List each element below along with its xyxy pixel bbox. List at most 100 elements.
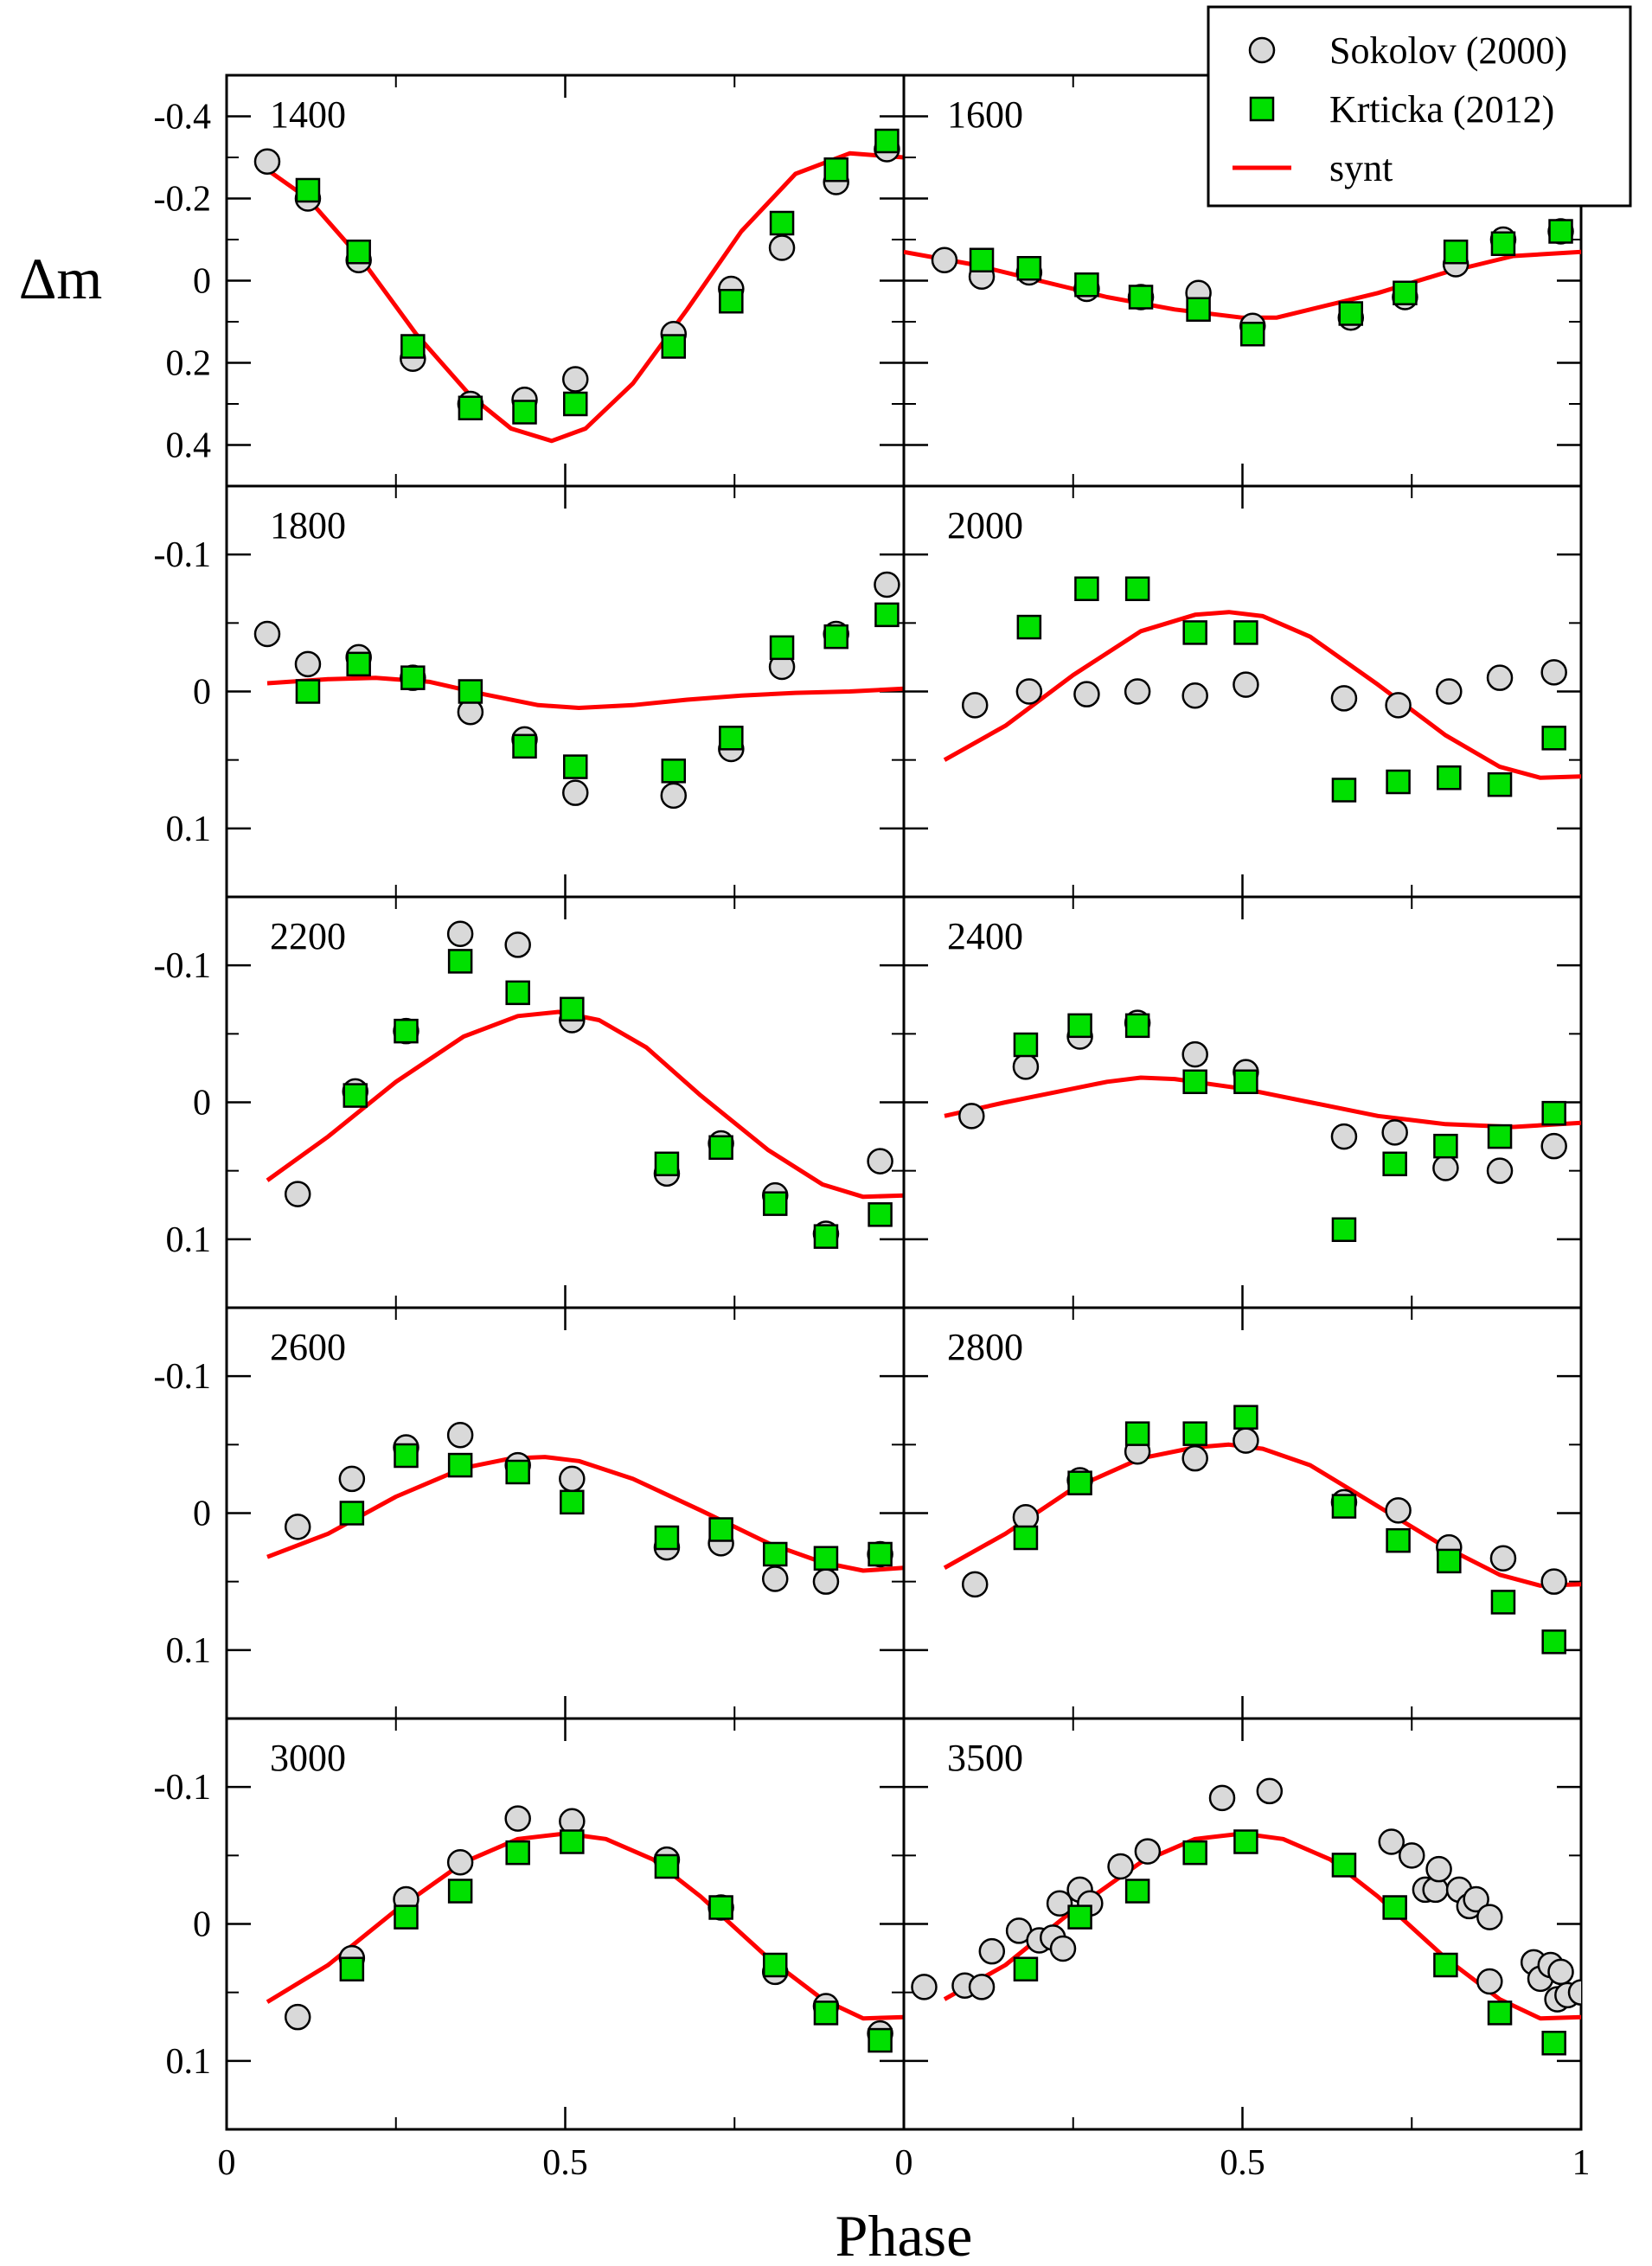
krticka-point: [1490, 1590, 1516, 1615]
panel-label: 2200: [270, 915, 346, 957]
panel-2200: -0.1 0 0.1 2200: [154, 895, 906, 1309]
y-tick-label: -0.1: [154, 1768, 212, 1808]
krticka-point: [1233, 620, 1258, 645]
legend-entry: Sokolov (2000): [1248, 29, 1567, 72]
krticka-point: [560, 1489, 585, 1515]
sokolov-point: [284, 2003, 311, 2031]
sokolov-point: [1378, 1828, 1405, 1855]
krticka-point: [394, 1018, 419, 1044]
sokolov-point: [1567, 1979, 1581, 2006]
y-axis-title: Δm: [19, 246, 103, 311]
legend-circle-marker: [1248, 36, 1276, 64]
krticka-point: [394, 1904, 419, 1930]
y-tick-label: 0: [193, 673, 211, 713]
krticka-point: [654, 1151, 680, 1176]
krticka-point: [1067, 1013, 1092, 1039]
sokolov-point: [911, 1974, 938, 2000]
panel-1600: 1600: [902, 74, 1583, 488]
panel-label: 2400: [947, 915, 1023, 957]
legend-label: Krticka (2012): [1329, 88, 1554, 131]
krticka-point: [1548, 219, 1573, 244]
panel-frame: [902, 1306, 1583, 1720]
krticka-point: [560, 1829, 585, 1854]
krticka-point: [512, 733, 537, 759]
krticka-point: [1074, 272, 1099, 298]
y-tick-label: -0.4: [154, 98, 212, 138]
sokolov-point: [1012, 1053, 1040, 1080]
krticka-point: [1331, 1853, 1357, 1878]
sokolov-point: [1107, 1853, 1134, 1880]
y-tick-label: 0: [193, 1495, 211, 1534]
sokolov-point: [1486, 1157, 1514, 1184]
sokolov-point: [1256, 1777, 1284, 1805]
y-tick-label: -0.1: [154, 946, 212, 986]
sokolov-point: [1399, 1842, 1425, 1869]
krticka-point: [1124, 1013, 1150, 1039]
sokolov-point: [1547, 1958, 1574, 1986]
krticka-point: [346, 651, 371, 677]
krticka-point: [1013, 1032, 1039, 1058]
y-tick-label: -0.1: [154, 1357, 212, 1397]
krticka-point: [1437, 765, 1462, 791]
krticka-point: [447, 1452, 473, 1478]
legend-box: [1207, 5, 1632, 208]
panel-2800: 2800: [902, 1306, 1583, 1720]
krticka-point: [562, 754, 588, 779]
krticka-point: [1239, 322, 1265, 347]
panel-data: [266, 1422, 904, 1595]
sokolov-point: [1330, 685, 1358, 712]
panel-2400: 2400: [902, 895, 1583, 1309]
krticka-point: [813, 1546, 839, 1571]
krticka-point: [1233, 1829, 1258, 1854]
legend-label: synt: [1329, 147, 1393, 189]
sokolov-point: [504, 1805, 531, 1832]
krticka-point: [813, 1224, 839, 1249]
krticka-point: [512, 400, 537, 425]
krticka-point: [339, 1501, 365, 1526]
sokolov-point: [561, 779, 589, 806]
krticka-point: [1386, 769, 1411, 795]
y-tick-label: 0: [193, 262, 211, 302]
krticka-point: [874, 128, 900, 154]
y-tick-label: 0: [193, 1084, 211, 1123]
sokolov-point: [1540, 1568, 1567, 1595]
krticka-point: [400, 334, 426, 359]
x-tick-label: 0.5: [542, 2143, 588, 2183]
krticka-point: [823, 624, 848, 650]
sokolov-point: [1049, 1935, 1077, 1962]
krticka-point: [654, 1525, 680, 1551]
y-tick-label: 0: [193, 1905, 211, 1945]
krticka-point: [562, 391, 588, 417]
x-tick-label: 0.5: [1220, 2143, 1265, 2183]
panel-data: [911, 1777, 1581, 2056]
sokolov-point: [1476, 1904, 1503, 1930]
krticka-point: [1124, 576, 1150, 601]
sokolov-point: [968, 1974, 996, 2000]
sokolov-point: [1425, 1855, 1452, 1883]
krticka-point: [1541, 726, 1566, 751]
krticka-point: [1487, 1123, 1513, 1149]
krticka-point: [1124, 1421, 1150, 1446]
krticka-point: [868, 1202, 893, 1227]
panel-data: [266, 920, 904, 1249]
sokolov-point: [1330, 1123, 1358, 1150]
krticka-point: [1433, 1133, 1458, 1159]
panel-1800: -0.1 0 0.1 1800: [154, 484, 906, 899]
krticka-point: [1233, 1405, 1258, 1430]
legend-entry: synt: [1233, 147, 1393, 189]
sokolov-point: [958, 1103, 985, 1130]
krticka-point: [458, 395, 483, 420]
krticka-point: [769, 635, 795, 661]
y-tick-label: 0.4: [166, 426, 212, 466]
sokolov-point: [1540, 659, 1567, 686]
sokolov-point: [446, 1422, 474, 1449]
krticka-point: [1338, 301, 1364, 326]
panel-2600: -0.1 0 0.1 2600: [154, 1306, 906, 1720]
panel-1400: -0.4 -0.2 0 0.2 0.4 1400: [154, 74, 906, 488]
krticka-point: [1067, 1470, 1092, 1495]
sokolov-point: [1233, 1427, 1259, 1454]
x-axis-title: Phase: [836, 2203, 973, 2266]
krticka-point: [1331, 778, 1357, 803]
krticka-point: [1013, 1956, 1039, 1981]
